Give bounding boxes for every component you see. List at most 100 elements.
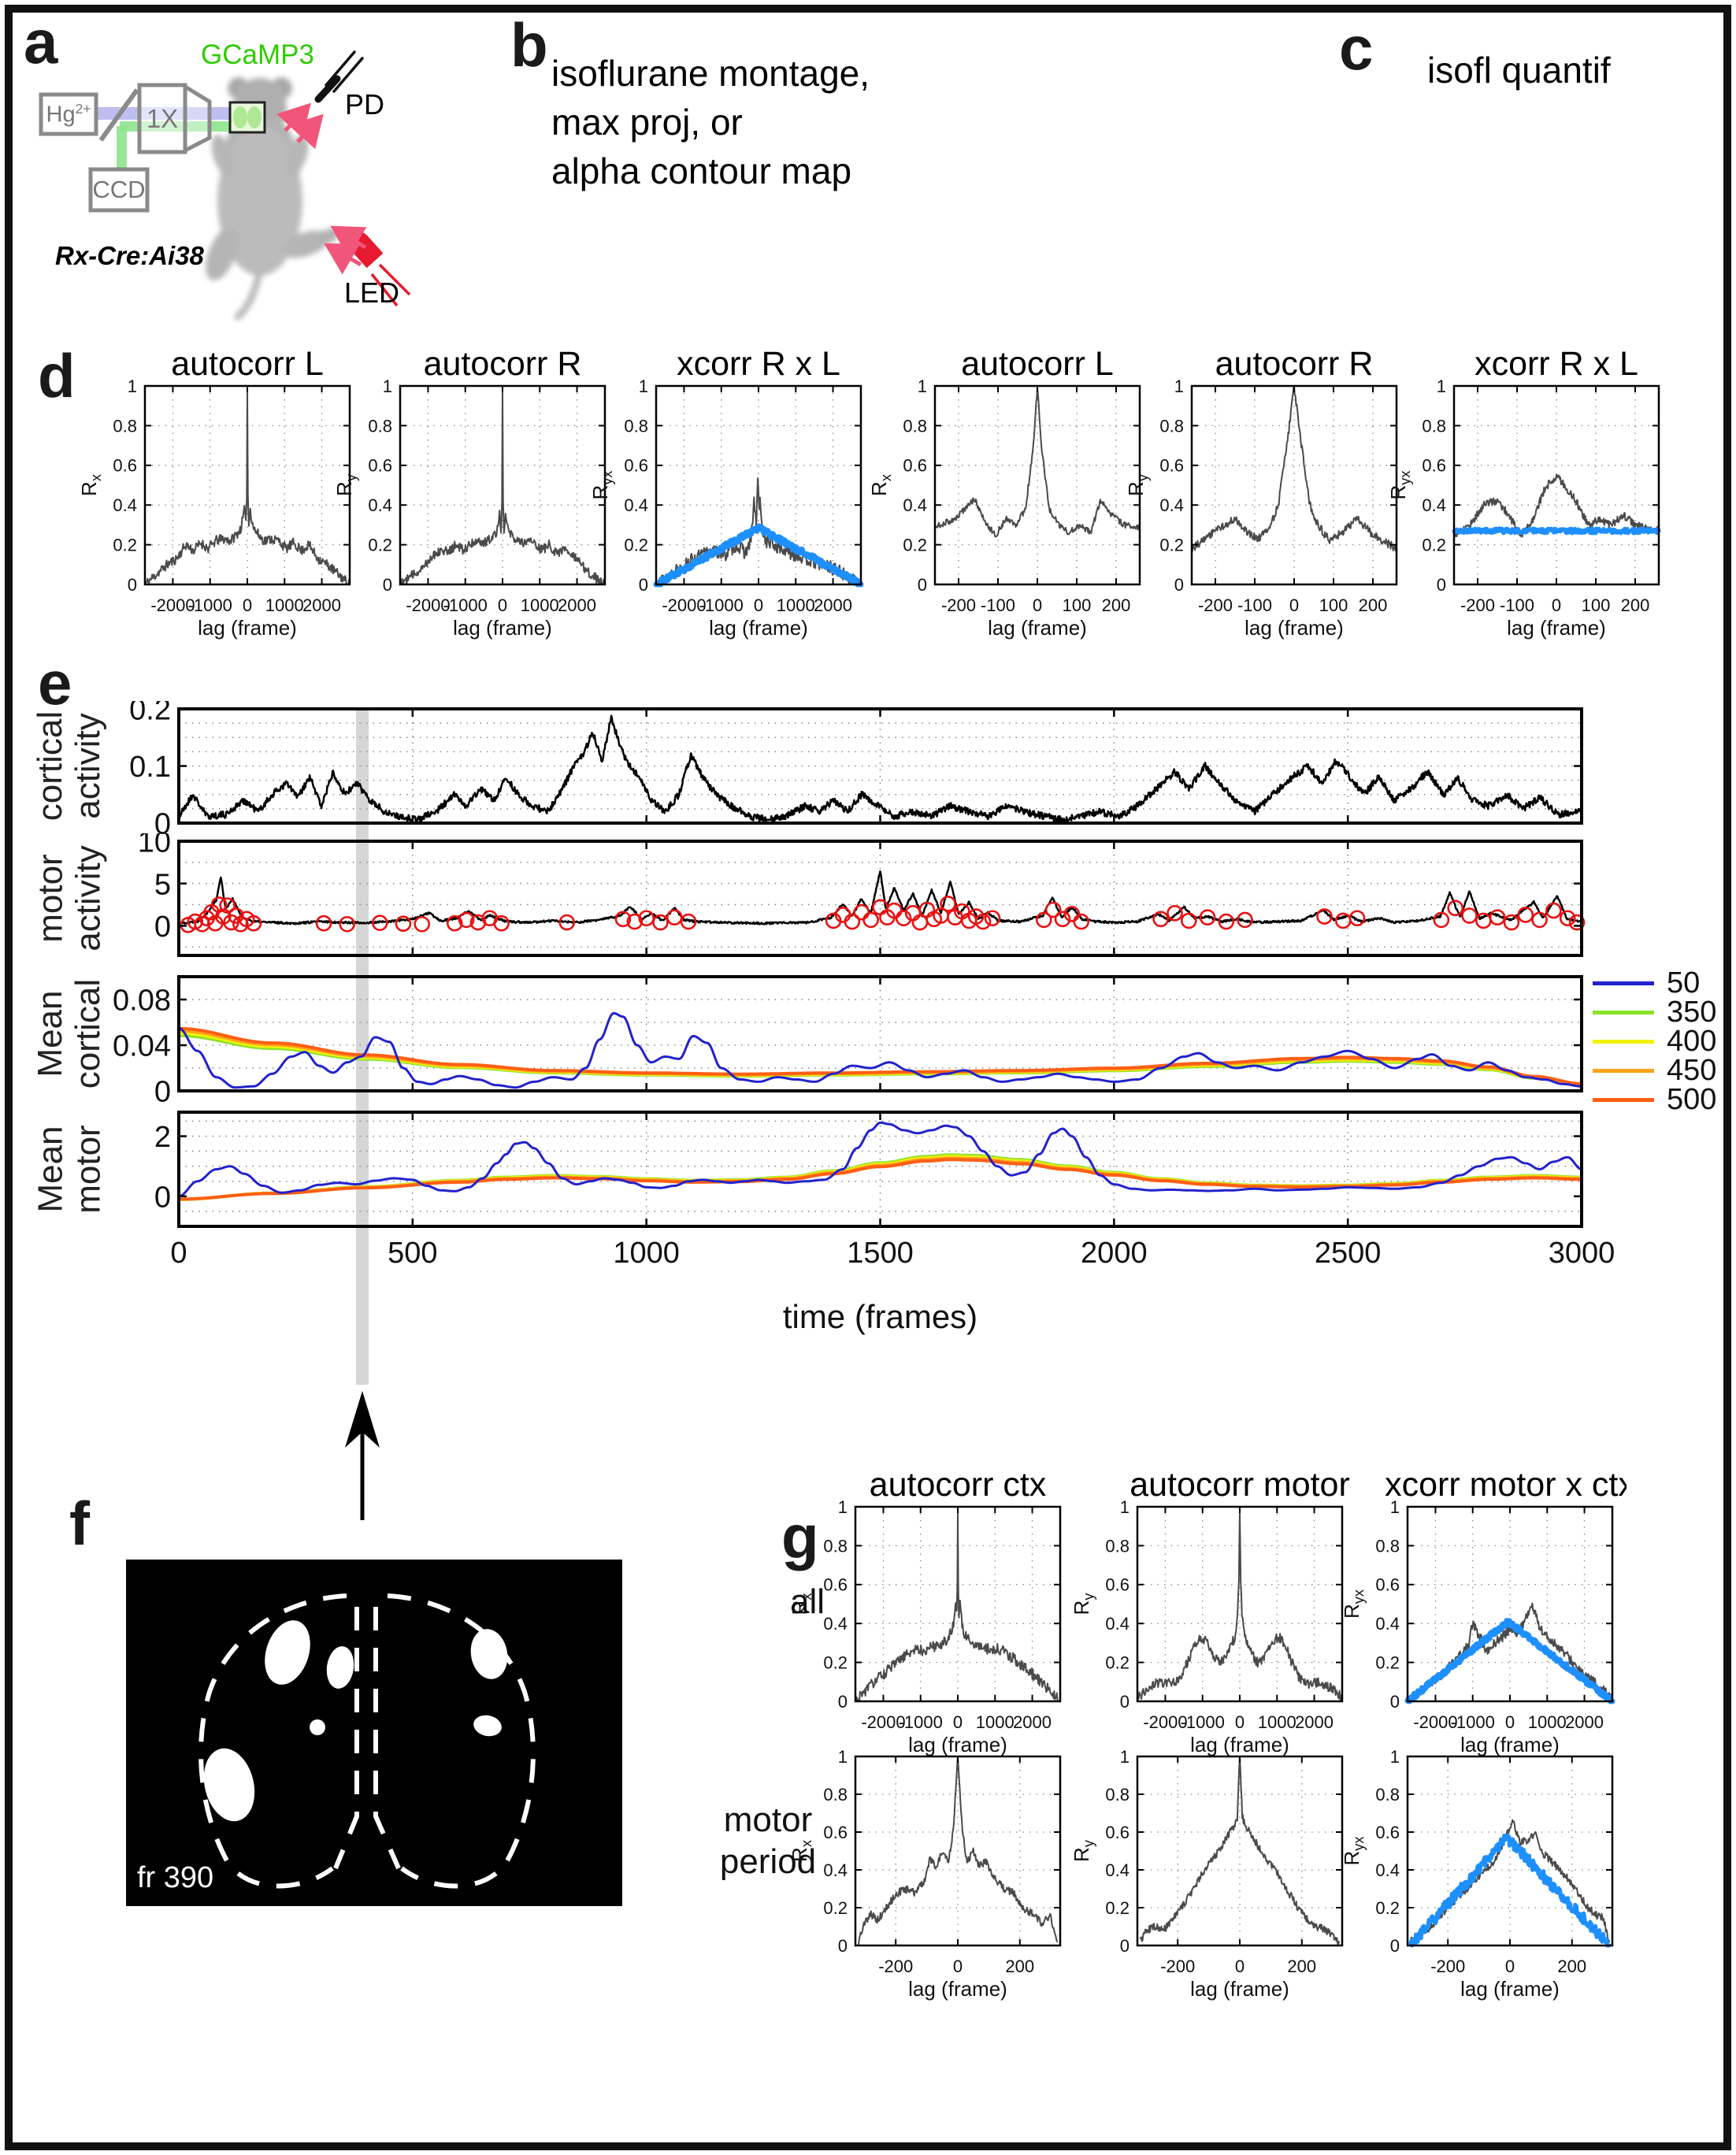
x-tick-label: -2000 bbox=[1413, 1712, 1457, 1732]
brain-outline-dashed bbox=[198, 1593, 536, 1889]
ylabel-motor-activity: motor activity bbox=[31, 845, 108, 951]
panel-c-text: isofl quantif bbox=[1427, 50, 1611, 91]
y-tick-label: 0.6 bbox=[1375, 1575, 1400, 1595]
plot-title: autocorr R bbox=[1215, 348, 1374, 383]
x-tick-label: 0 bbox=[1505, 1957, 1515, 1976]
y-tick-label: 0.8 bbox=[113, 416, 137, 436]
x-tick-label: 2000 bbox=[1565, 1712, 1604, 1732]
x-tick-label: 500 bbox=[388, 1237, 437, 1270]
x-tick-label: -1000 bbox=[1181, 1712, 1225, 1732]
row-label-motor-period: motor period bbox=[719, 1801, 817, 1881]
series-1 bbox=[177, 1031, 1583, 1086]
y-tick-label: 0.1 bbox=[129, 751, 171, 784]
y-tick-label: 0.2 bbox=[1105, 1653, 1130, 1673]
y-tick-label: 0 bbox=[1120, 1936, 1130, 1956]
tick-marks bbox=[656, 385, 861, 585]
x-tick-label: 0 bbox=[1289, 595, 1299, 615]
y-tick-label: 0.4 bbox=[1105, 1614, 1130, 1634]
y-tick-label: 0.6 bbox=[624, 456, 648, 476]
frame-pointer-arrow bbox=[345, 1391, 380, 1520]
legend-swatch bbox=[1593, 1011, 1654, 1014]
series-1 bbox=[1452, 526, 1661, 536]
plot-g5: -200 0 200 0 0.2 0.4 0.6 0.8 1 lag (frame) Ry bbox=[1070, 1747, 1344, 2001]
x-tick-label: 200 bbox=[1005, 1957, 1034, 1976]
y-tick-label: 0.2 bbox=[1375, 1898, 1400, 1918]
y-tick-label: 0.2 bbox=[624, 536, 648, 555]
y-tick-label: 1 bbox=[1174, 376, 1184, 396]
axes-frame bbox=[854, 1755, 1062, 1947]
x-tick-label: 2000 bbox=[1013, 1712, 1052, 1732]
y-tick-label: 0.2 bbox=[823, 1653, 848, 1673]
series-0 bbox=[655, 477, 862, 585]
y-tick-label: 0.8 bbox=[1422, 416, 1446, 436]
y-tick-label: 0.2 bbox=[1375, 1653, 1400, 1673]
y-axis-label: Ry bbox=[1124, 473, 1151, 496]
x-tick-label: 1000 bbox=[521, 595, 559, 615]
series-0 bbox=[144, 388, 351, 585]
x-tick-label: -100 bbox=[1237, 595, 1272, 615]
y-tick-label: 0.4 bbox=[1422, 495, 1446, 515]
x-tick-label: 0 bbox=[170, 1237, 187, 1270]
x-tick-label: 3000 bbox=[1549, 1237, 1615, 1270]
x-tick-label: -1000 bbox=[1451, 1712, 1495, 1732]
panel-b-label: b bbox=[510, 10, 548, 80]
series-0 bbox=[1137, 1509, 1343, 1702]
x-tick-label: -100 bbox=[1500, 595, 1534, 615]
x-tick-label: 0 bbox=[243, 595, 252, 615]
x-axis-label: lag (frame) bbox=[1190, 1733, 1289, 1756]
y-tick-label: 0.8 bbox=[1105, 1536, 1130, 1556]
tick-marks bbox=[1137, 1506, 1342, 1702]
series-0 bbox=[855, 1510, 1061, 1702]
axes-frame bbox=[177, 975, 1583, 1092]
legend-swatch bbox=[1593, 981, 1654, 985]
y-tick-label: 1 bbox=[918, 376, 927, 396]
panel-c-label: c bbox=[1339, 13, 1374, 83]
setup-schematic bbox=[39, 50, 411, 321]
y-tick-label: 10 bbox=[138, 833, 171, 859]
x-tick-label: 2000 bbox=[558, 595, 596, 615]
mouse-silhouette bbox=[206, 77, 339, 321]
frame-number-text: fr 390 bbox=[137, 1861, 214, 1894]
mouse-line-label: Rx-Cre:Ai38 bbox=[55, 241, 204, 270]
y-tick-label: 0.4 bbox=[368, 495, 392, 515]
frame-390-marker-band bbox=[356, 709, 369, 1385]
grid bbox=[935, 386, 1140, 584]
grid bbox=[400, 386, 605, 584]
plot-title: autocorr L bbox=[961, 348, 1114, 383]
emission-beam-vertical bbox=[117, 126, 127, 173]
y-tick-label: 0.08 bbox=[113, 985, 171, 1018]
grid bbox=[179, 841, 1582, 955]
x-tick-label: -1000 bbox=[443, 595, 488, 615]
objective-label: 1X bbox=[146, 103, 179, 133]
x-tick-label: 0 bbox=[754, 595, 763, 615]
tick-marks bbox=[1408, 1756, 1612, 1946]
y-tick-label: 1 bbox=[1120, 1497, 1130, 1517]
row-label-all: all bbox=[789, 1582, 825, 1621]
y-axis-label: Ryx bbox=[588, 471, 615, 500]
brain-contour-map bbox=[198, 1593, 536, 1889]
y-axis-label: Rx bbox=[77, 474, 104, 496]
activity-blobs bbox=[203, 1620, 508, 1822]
ccd-box bbox=[88, 167, 150, 213]
y-tick-label: 5 bbox=[154, 868, 171, 901]
y-tick-label: 0.4 bbox=[903, 495, 927, 515]
led-light-arrows bbox=[324, 225, 367, 275]
series-0 bbox=[399, 386, 606, 585]
x-tick-label: 100 bbox=[1063, 595, 1092, 615]
y-tick-label: 0.8 bbox=[1375, 1536, 1400, 1556]
tick-marks bbox=[855, 1506, 1060, 1702]
grid bbox=[855, 1756, 1060, 1945]
y-tick-label: 0 bbox=[128, 575, 137, 595]
reflected-light-arrows-pd bbox=[276, 102, 324, 150]
grid bbox=[656, 386, 861, 584]
grid bbox=[1137, 1756, 1342, 1945]
grid bbox=[1137, 1507, 1342, 1701]
x-tick-label: -200 bbox=[1198, 595, 1233, 615]
x-tick-label: 200 bbox=[1102, 595, 1131, 615]
objective-cone-icon bbox=[183, 83, 212, 154]
panel-d-label: d bbox=[38, 341, 76, 410]
y-tick-label: 0.8 bbox=[823, 1785, 848, 1804]
